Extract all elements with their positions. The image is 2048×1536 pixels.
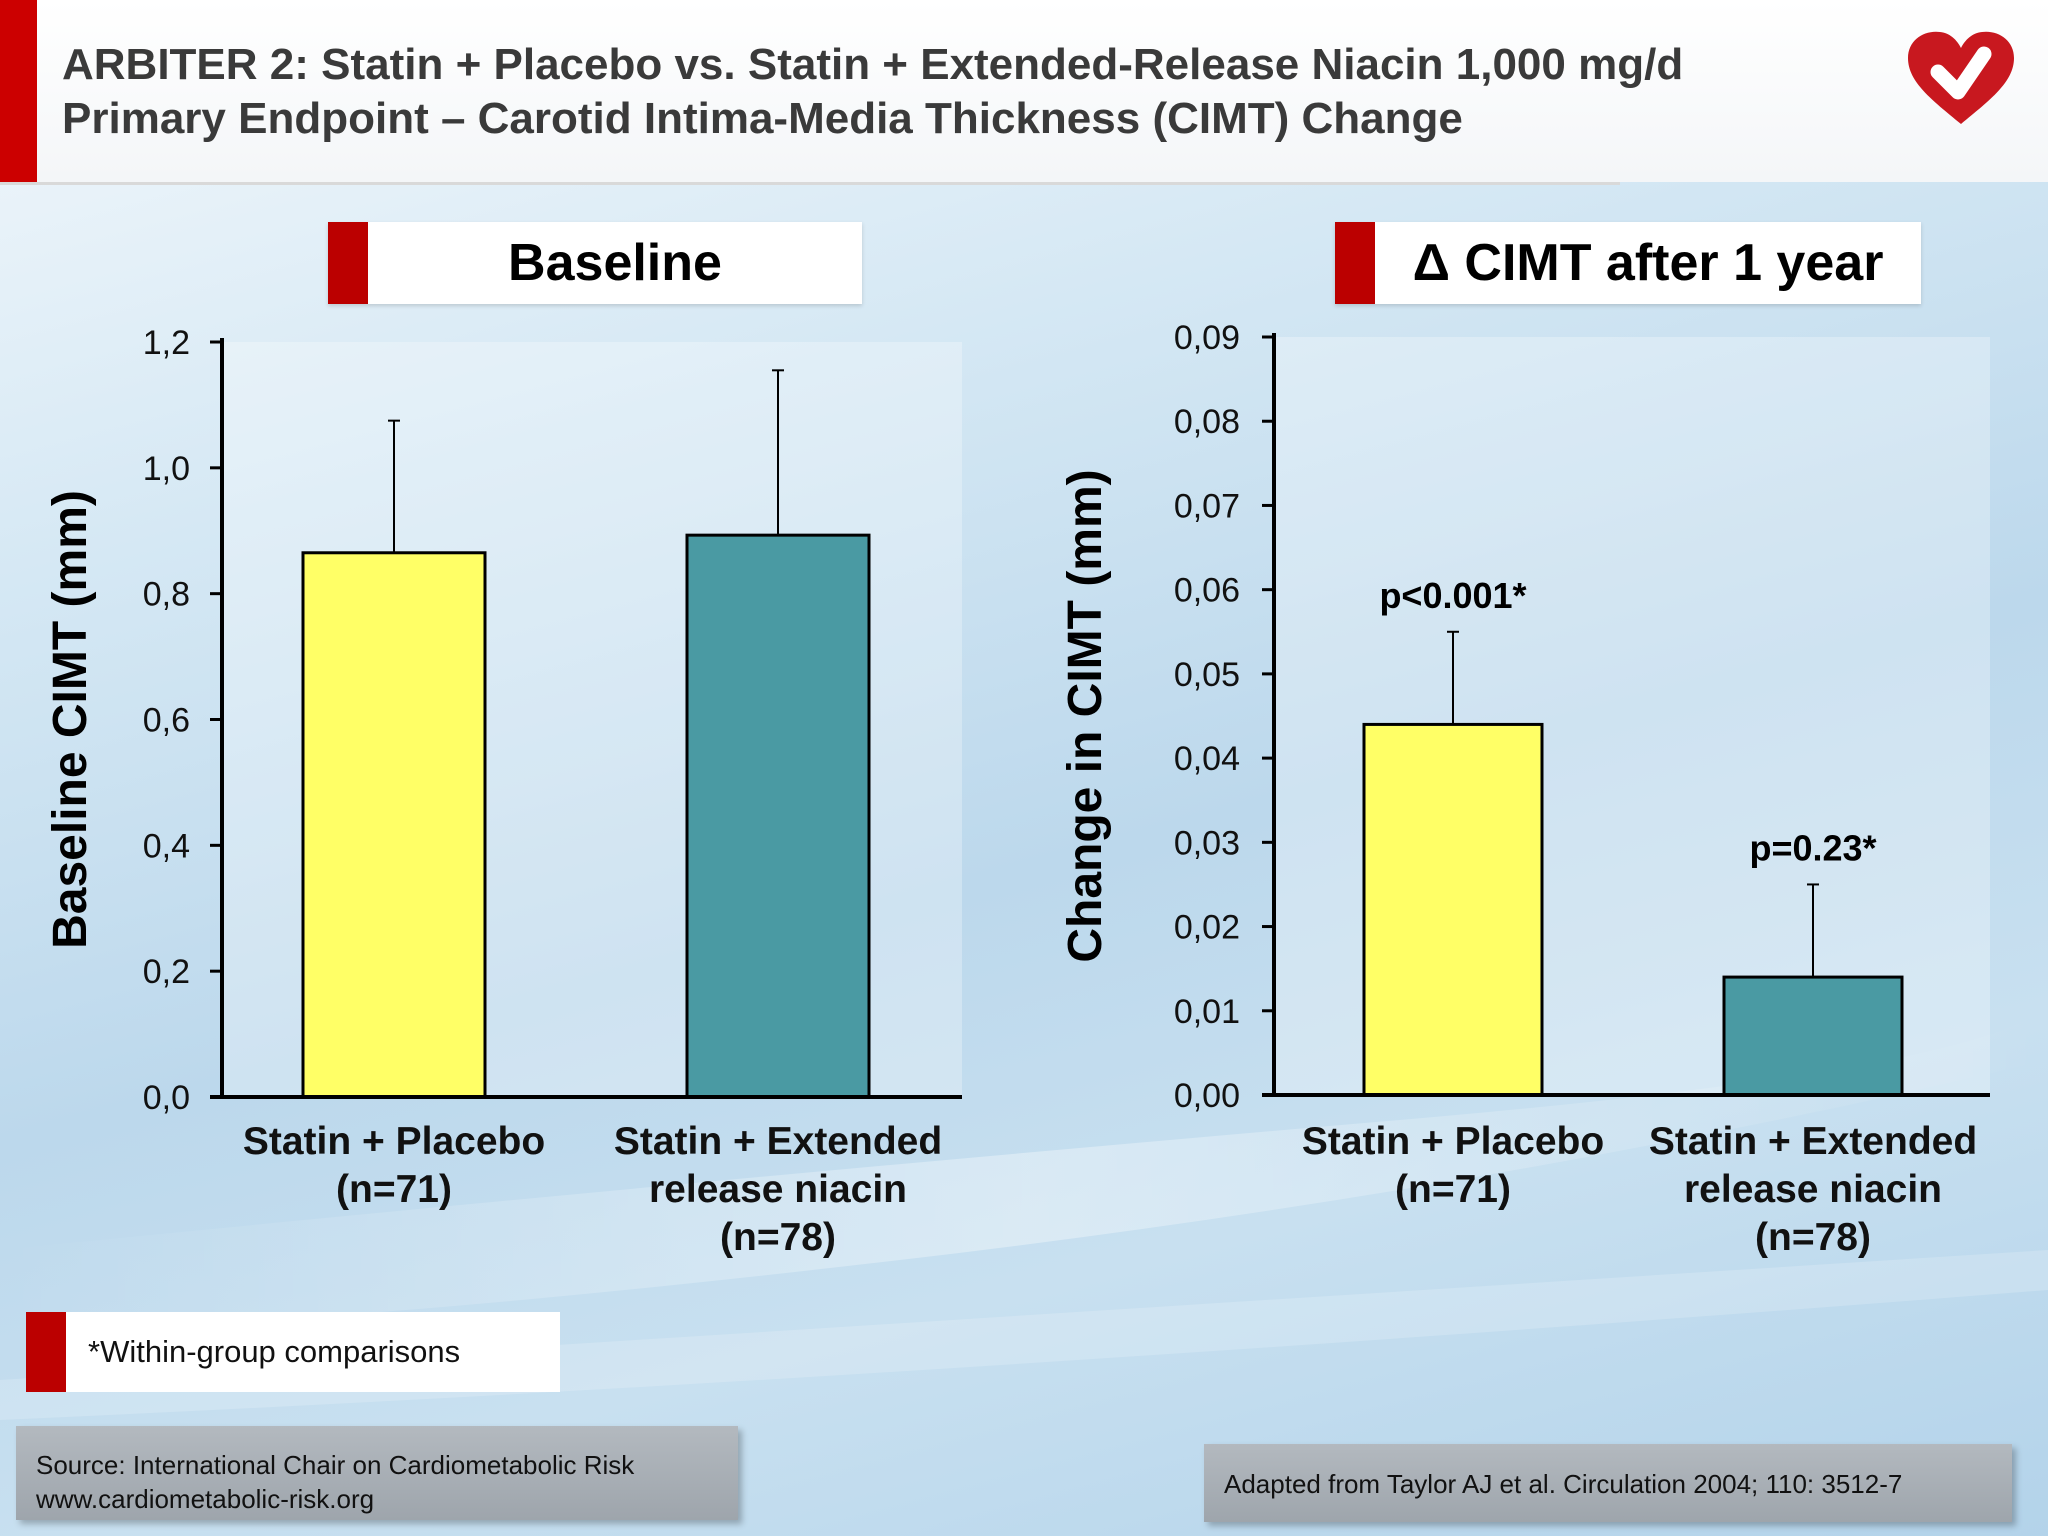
y-tick-label: 0,4 xyxy=(143,827,190,865)
y-tick-label: 1,0 xyxy=(143,450,190,488)
y-tick-label: 0,00 xyxy=(1174,1077,1240,1115)
panel-label-delta: Δ CIMT after 1 year xyxy=(1335,222,1921,304)
y-tick-label: 0,07 xyxy=(1174,487,1240,525)
heart-check-icon xyxy=(1908,31,2014,124)
header-accent-bar xyxy=(0,0,37,182)
y-tick-label: 0,05 xyxy=(1174,656,1240,694)
x-category-label: Statin + Placebo xyxy=(1302,1120,1604,1163)
footnote-accent xyxy=(26,1312,66,1392)
bar xyxy=(301,551,487,1099)
source-url: www.cardiometabolic-risk.org xyxy=(36,1484,375,1514)
y-tick-label: 0,02 xyxy=(1174,909,1240,947)
title-line-1: ARBITER 2: Statin + Placebo vs. Statin +… xyxy=(62,40,1684,89)
y-axis-title: Change in CIMT (mm) xyxy=(1059,469,1112,962)
y-tick-label: 1,2 xyxy=(143,324,190,362)
x-category-label: (n=78) xyxy=(1755,1216,1871,1259)
y-tick-label: 0,03 xyxy=(1174,824,1240,862)
y-tick-label: 0,04 xyxy=(1174,740,1240,778)
x-category-label: release niacin xyxy=(1684,1168,1942,1211)
y-tick-label: 0,09 xyxy=(1174,319,1240,357)
panel-label-text: Δ CIMT after 1 year xyxy=(1412,234,1884,292)
bar xyxy=(1722,975,1904,1097)
source-box: Source: International Chair on Cardiomet… xyxy=(16,1426,738,1520)
y-tick-label: 0,01 xyxy=(1174,993,1240,1031)
y-axis-title: Baseline CIMT (mm) xyxy=(44,490,97,949)
x-category-label: (n=71) xyxy=(1395,1168,1511,1211)
header-divider xyxy=(0,182,1620,185)
panel-label-baseline: Baseline xyxy=(328,222,862,304)
p-value-label: p<0.001* xyxy=(1379,575,1526,616)
source-line-1: Source: International Chair on Cardiomet… xyxy=(36,1450,635,1480)
header: ARBITER 2: Statin + Placebo vs. Statin +… xyxy=(0,0,2048,182)
reference-box: Adapted from Taylor AJ et al. Circulatio… xyxy=(1204,1444,2012,1522)
x-category-label: Statin + Extended xyxy=(614,1120,942,1163)
x-category-label: (n=78) xyxy=(720,1216,836,1259)
x-category-label: Statin + Extended xyxy=(1649,1120,1977,1163)
x-category-label: (n=71) xyxy=(336,1168,452,1211)
y-tick-label: 0,0 xyxy=(143,1079,190,1117)
title-line-2: Primary Endpoint – Carotid Intima-Media … xyxy=(62,94,1463,143)
y-tick-label: 0,8 xyxy=(143,576,190,614)
y-tick-label: 0,6 xyxy=(143,702,190,740)
y-tick-label: 0,08 xyxy=(1174,403,1240,441)
x-category-label: release niacin xyxy=(649,1168,907,1211)
x-category-label: Statin + Placebo xyxy=(243,1120,545,1163)
page-title: ARBITER 2: Statin + Placebo vs. Statin +… xyxy=(62,38,1683,146)
p-value-label: p=0.23* xyxy=(1749,827,1876,868)
footnote-box: *Within-group comparisons xyxy=(26,1312,560,1392)
bar xyxy=(1362,722,1544,1097)
panel-label-accent xyxy=(1335,222,1375,304)
panel-label-text: Baseline xyxy=(508,234,722,292)
y-tick-label: 0,2 xyxy=(143,953,190,991)
footnote-text: *Within-group comparisons xyxy=(88,1334,461,1369)
panel-label-accent xyxy=(328,222,368,304)
reference-text: Adapted from Taylor AJ et al. Circulatio… xyxy=(1224,1469,1903,1499)
y-tick-label: 0,06 xyxy=(1174,572,1240,610)
bar xyxy=(685,533,871,1099)
